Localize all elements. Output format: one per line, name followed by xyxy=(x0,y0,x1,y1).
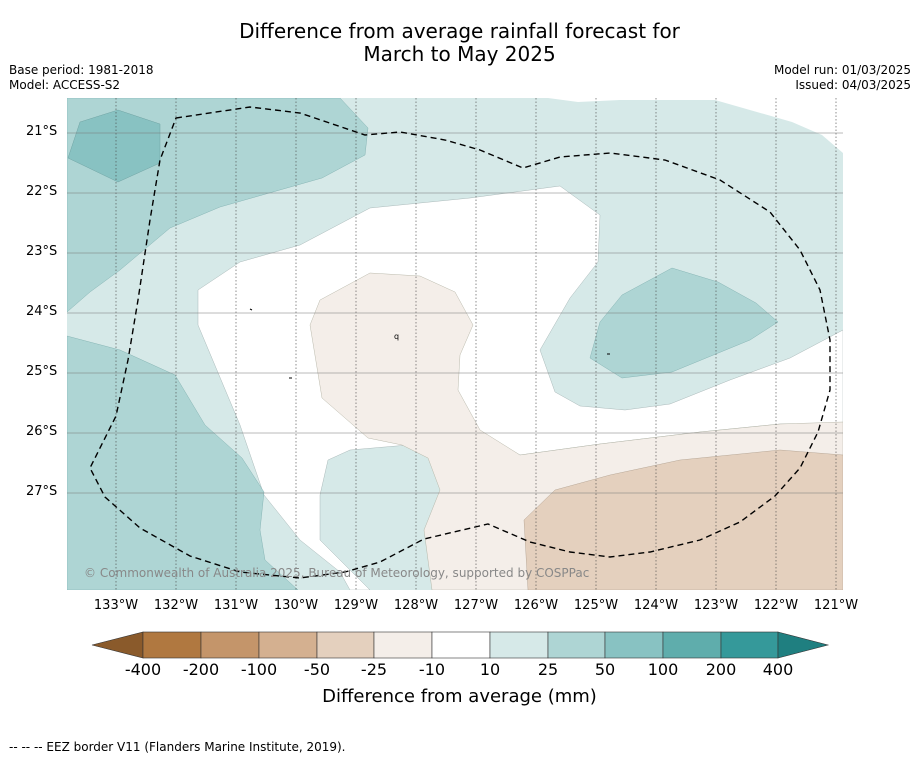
colorbar xyxy=(91,631,830,659)
x-tick-label: 131°W xyxy=(213,598,259,613)
x-tick-label: 125°W xyxy=(573,598,619,613)
colorbar-tick-label: 200 xyxy=(705,660,737,679)
contour-dry-medium xyxy=(523,449,843,590)
colorbar-tick-label: -400 xyxy=(124,660,162,679)
x-tick-label: 128°W xyxy=(393,598,439,613)
y-tick-label: 22°S xyxy=(26,184,58,199)
colorbar-tick-label: 25 xyxy=(537,660,559,679)
y-tick-label: 21°S xyxy=(26,124,58,139)
issued-text: Issued: 04/03/2025 xyxy=(795,78,911,92)
map-corner-blank xyxy=(548,98,843,153)
model-run-text: Model run: 01/03/2025 xyxy=(773,63,911,77)
colorbar-tick-label: 10 xyxy=(479,660,501,679)
y-tick-label: 26°S xyxy=(26,424,58,439)
grid-lat xyxy=(67,132,843,494)
x-tick-label: 121°W xyxy=(813,598,859,613)
colorbar-tick-label: -100 xyxy=(240,660,278,679)
colorbar-tick-label: -200 xyxy=(182,660,220,679)
x-tick-label: 126°W xyxy=(513,598,559,613)
colorbar-tick-label: 400 xyxy=(762,660,794,679)
map-speck xyxy=(249,308,253,311)
map-area: q xyxy=(67,98,843,590)
y-tick-label: 25°S xyxy=(26,364,58,379)
x-tick-label: 129°W xyxy=(333,598,379,613)
x-tick-label: 127°W xyxy=(453,598,499,613)
x-tick-label: 124°W xyxy=(633,598,679,613)
x-tick-label: 130°W xyxy=(273,598,319,613)
y-tick-label: 23°S xyxy=(26,244,58,259)
grid xyxy=(115,98,837,590)
y-tick-label: 27°S xyxy=(26,484,58,499)
x-tick-label: 132°W xyxy=(153,598,199,613)
colorbar-tick-label: -50 xyxy=(303,660,331,679)
map-mark: q xyxy=(394,332,399,341)
contour-wet-sw xyxy=(67,335,299,590)
model-text: Model: ACCESS-S2 xyxy=(9,78,121,92)
base-period-text: Base period: 1981-2018 xyxy=(9,63,154,77)
chart-title-line2: March to May 2025 xyxy=(363,42,556,66)
colorbar-tick-label: -10 xyxy=(418,660,446,679)
colorbar-tick-label: 50 xyxy=(594,660,616,679)
chart-title-line1: Difference from average rainfall forecas… xyxy=(239,19,680,43)
colorbar-tick-label: 100 xyxy=(647,660,679,679)
contour-wet-east xyxy=(589,267,779,379)
colorbar-title: Difference from average (mm) xyxy=(322,686,597,707)
eez-border xyxy=(89,106,831,579)
x-tick-label: 133°W xyxy=(93,598,139,613)
footnote: -- -- -- EEZ border V11 (Flanders Marine… xyxy=(9,740,346,754)
colorbar-tick-label: -25 xyxy=(360,660,388,679)
y-tick-label: 24°S xyxy=(26,304,58,319)
copyright-note: © Commonwealth of Australia 2025, Bureau… xyxy=(84,566,590,580)
x-tick-label: 122°W xyxy=(753,598,799,613)
x-tick-label: 123°W xyxy=(693,598,739,613)
